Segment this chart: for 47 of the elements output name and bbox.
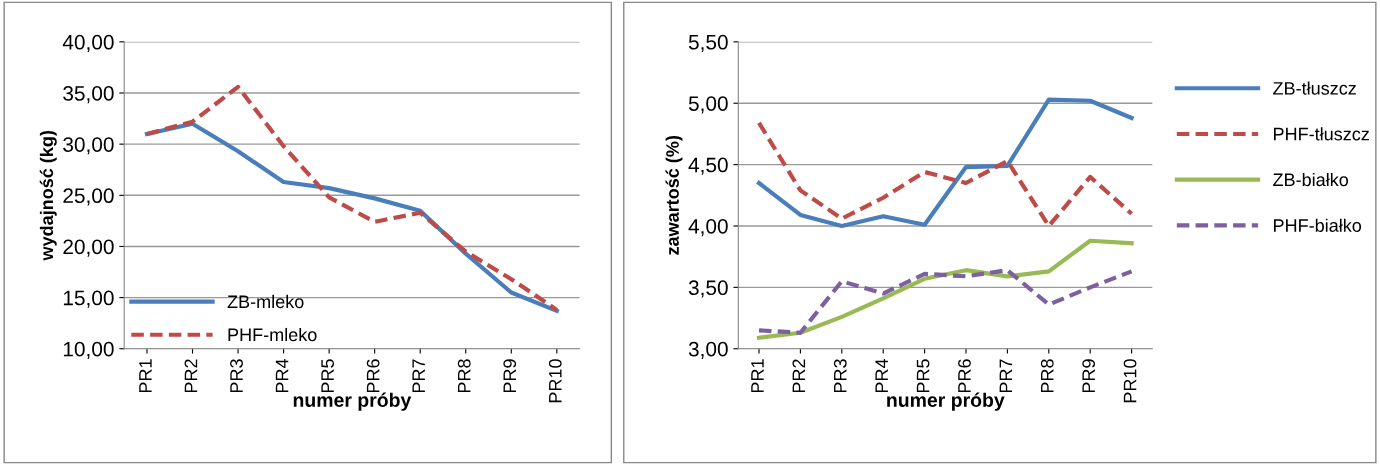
x-tick-label: PR1	[751, 359, 764, 393]
x-tick-label: PR7	[999, 359, 1013, 393]
x-tick-label: PR4	[875, 359, 888, 393]
x-tick-label: PR1	[139, 359, 152, 393]
x-tick-label: PR8	[457, 359, 471, 393]
x-tick-label: PR5	[916, 359, 930, 393]
legend-label: ZB-białko	[1273, 172, 1349, 187]
x-tick-label: PR2	[792, 359, 806, 393]
legend-label: PHF-białko	[1274, 218, 1362, 232]
line-series	[756, 97, 1134, 229]
x-tick-label: PR4	[275, 359, 289, 393]
x-tick-label: PR3	[230, 359, 243, 393]
x-tick-label: PR9	[1082, 359, 1096, 393]
y-tick-label: 5,00	[688, 96, 728, 114]
x-tick-label: PR9	[503, 359, 517, 393]
y-tick-label: 3,50	[688, 280, 728, 298]
x-tick-label: PR5	[321, 359, 334, 393]
x-tick-label: PR3	[833, 359, 847, 393]
y-tick-label: 30,00	[63, 137, 114, 155]
x-tick-label: PR8	[1040, 359, 1054, 393]
y-axis-title: zawartość (%)	[665, 135, 683, 255]
x-axis-title: numer próby	[887, 392, 1005, 411]
y-tick-label: 35,00	[63, 86, 114, 104]
legend-label: PHF-mleko	[228, 327, 317, 342]
y-tick-label: 10,00	[63, 341, 114, 359]
legend-label: ZB-tłuszcz	[1273, 81, 1356, 95]
y-tick-label: 5,50	[688, 34, 728, 53]
y-tick-label: 40,00	[62, 34, 114, 53]
y-tick-label: 25,00	[63, 188, 114, 206]
x-tick-label: PR10	[548, 359, 562, 403]
x-tick-label: PR6	[958, 359, 971, 393]
y-tick-label: 4,50	[688, 157, 728, 175]
y-axis-title: wydajność (kg)	[39, 130, 57, 261]
x-tick-label: PR7	[412, 359, 425, 393]
legend-label: PHF-tłuszcz	[1274, 127, 1369, 141]
y-tick-label: 20,00	[63, 239, 114, 257]
y-tick-label: 4,00	[688, 218, 728, 237]
line-series	[756, 268, 1134, 335]
x-tick-label: PR2	[184, 359, 198, 393]
x-axis-title: numer próby	[293, 392, 412, 411]
y-tick-label: 15,00	[63, 290, 114, 308]
x-tick-label: PR6	[366, 359, 380, 393]
x-tick-label: PR10	[1123, 359, 1137, 403]
y-tick-label: 3,00	[688, 341, 728, 359]
line-series	[144, 84, 559, 312]
line-series	[756, 238, 1134, 340]
legend-label: ZB-mleko	[227, 294, 304, 309]
